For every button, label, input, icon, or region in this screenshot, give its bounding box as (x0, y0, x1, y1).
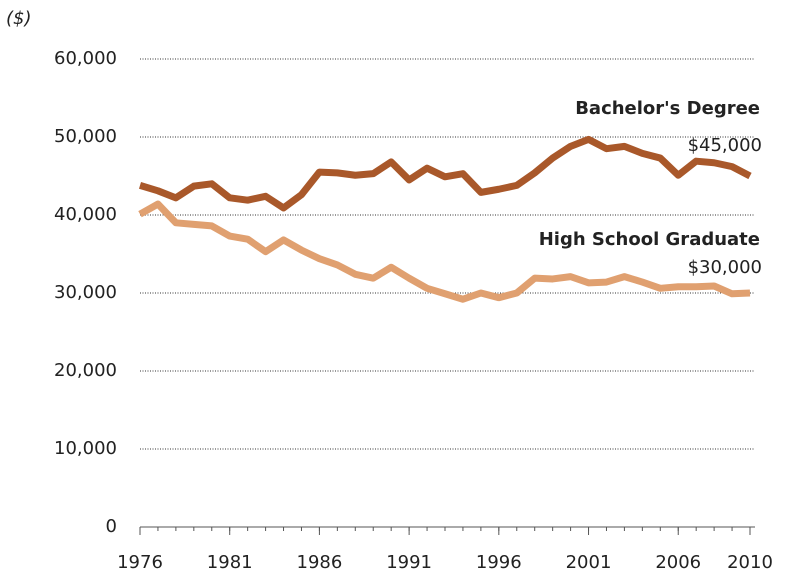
y-tick-label: 20,000 (54, 360, 117, 381)
x-tick-label: 1981 (207, 552, 253, 573)
y-tick-label: 10,000 (54, 438, 117, 459)
y-tick-label: 40,000 (54, 204, 117, 225)
x-tick-label: 1986 (297, 552, 343, 573)
series-label: Bachelor's Degree (575, 98, 760, 119)
x-tick-label: 1976 (117, 552, 163, 573)
value-label: $45,000 (688, 135, 762, 156)
x-tick-label: 2006 (655, 552, 701, 573)
x-tick-label: 2001 (566, 552, 612, 573)
y-tick-label: 30,000 (54, 282, 117, 303)
y-tick-label: 0 (106, 516, 117, 537)
x-tick-label: 1991 (386, 552, 432, 573)
series-line (138, 200, 751, 303)
y-tick-label: 50,000 (54, 126, 117, 147)
y-tick-label: 60,000 (54, 48, 117, 69)
x-tick-label: 1996 (476, 552, 522, 573)
x-tick-label: 2010 (727, 552, 773, 573)
series-line (138, 135, 752, 212)
series-label: High School Graduate (539, 229, 760, 250)
value-label: $30,000 (688, 257, 762, 278)
y-axis-label: ($) (6, 8, 32, 29)
